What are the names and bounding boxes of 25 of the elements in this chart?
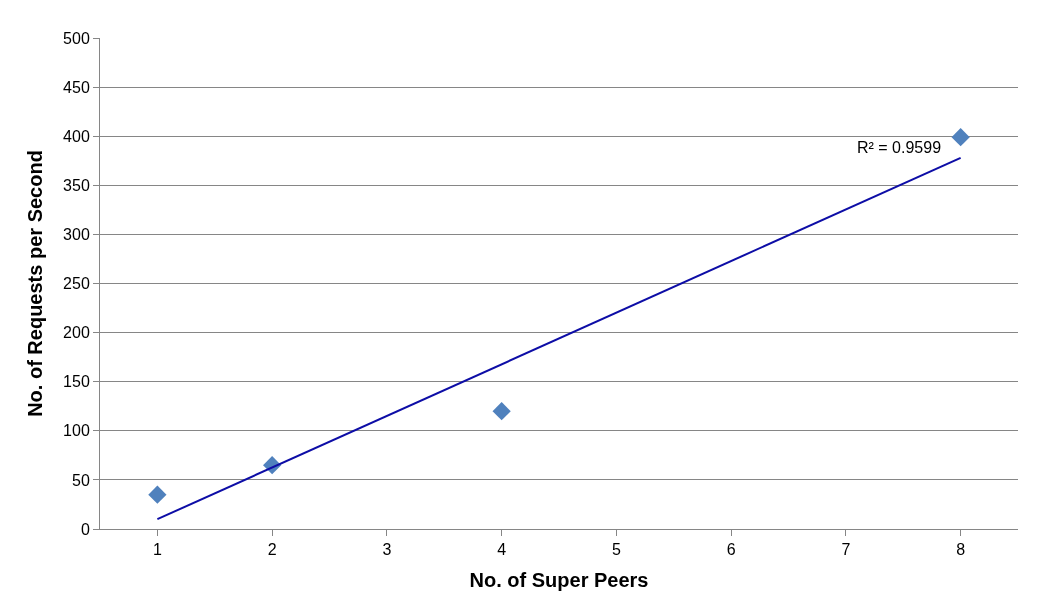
y-tick-label: 500 (63, 29, 90, 47)
x-tick-label: 2 (267, 541, 277, 559)
y-tick-label: 250 (63, 275, 90, 293)
y-tick-label: 200 (63, 324, 90, 342)
y-tick-label: 400 (63, 127, 90, 145)
y-tick-label: 50 (72, 471, 90, 489)
point (148, 485, 167, 504)
x-tick-label: 6 (726, 541, 736, 559)
y-tick-label: 450 (63, 78, 90, 96)
y-tick-label: 350 (63, 176, 90, 194)
y-tick-label: 100 (63, 422, 90, 440)
point (492, 402, 511, 421)
x-tick-label: 3 (382, 541, 392, 559)
x-tick-label: 8 (956, 541, 966, 559)
annotation: R² = 0.9599 (857, 139, 942, 156)
x-axis-title: No. of Super Peers (469, 568, 649, 591)
y-tick-label: 300 (63, 226, 90, 243)
y-tick-label: 0 (80, 520, 90, 538)
x-tick-label: 7 (841, 541, 851, 559)
x-tick-label: 5 (611, 541, 621, 559)
point (951, 128, 970, 147)
y-tick-label: 150 (63, 373, 90, 391)
x-tick-label: 1 (152, 541, 162, 559)
y-axis-title: No. of Requests per Second (23, 150, 46, 417)
x-tick-label: 4 (497, 541, 507, 559)
